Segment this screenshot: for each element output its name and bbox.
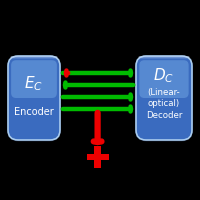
Text: (Linear-
optical)
Decoder: (Linear- optical) Decoder	[146, 88, 182, 120]
FancyBboxPatch shape	[7, 55, 61, 141]
Bar	[87, 154, 109, 160]
FancyBboxPatch shape	[8, 56, 60, 140]
Bar	[94, 146, 101, 168]
FancyBboxPatch shape	[139, 60, 189, 98]
Text: $D_C$: $D_C$	[153, 67, 175, 85]
FancyBboxPatch shape	[135, 55, 193, 141]
Text: Encoder: Encoder	[14, 107, 54, 117]
FancyBboxPatch shape	[136, 56, 192, 140]
Text: $E_C$: $E_C$	[24, 75, 44, 93]
FancyBboxPatch shape	[11, 60, 57, 98]
FancyBboxPatch shape	[138, 56, 190, 58]
FancyBboxPatch shape	[10, 56, 58, 58]
